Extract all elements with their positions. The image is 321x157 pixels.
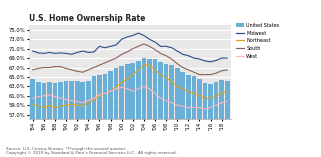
Bar — [53, 83, 57, 157]
Bar — [75, 81, 80, 157]
Bar — [180, 72, 185, 157]
Bar — [214, 82, 219, 157]
Bar — [81, 82, 85, 157]
Bar — [91, 76, 96, 157]
Bar — [86, 81, 91, 157]
Bar — [153, 59, 157, 157]
Bar — [142, 58, 146, 157]
Bar — [136, 61, 141, 157]
Bar — [47, 82, 52, 157]
Bar — [69, 81, 74, 157]
Bar — [158, 62, 163, 157]
Bar — [203, 83, 207, 157]
Bar — [125, 64, 130, 157]
Bar — [36, 82, 41, 157]
Bar — [192, 76, 196, 157]
Bar — [208, 84, 213, 157]
Text: U.S. Home Ownership Rate: U.S. Home Ownership Rate — [29, 14, 145, 23]
Bar — [169, 65, 174, 157]
Bar — [130, 63, 135, 157]
Bar — [114, 68, 118, 157]
Bar — [147, 59, 152, 157]
Bar — [108, 71, 113, 157]
Bar — [186, 75, 191, 157]
Bar — [41, 83, 46, 157]
Bar — [225, 81, 230, 157]
Bar — [103, 74, 107, 157]
Text: Source: U.S. Census Bureau  *Through the second quarter.
Copyright © 2019 by Sta: Source: U.S. Census Bureau *Through the … — [6, 147, 177, 155]
Bar — [58, 82, 63, 157]
Bar — [219, 80, 224, 157]
Bar — [30, 79, 35, 157]
Legend: United States, Midwest, Northeast, South, West: United States, Midwest, Northeast, South… — [236, 23, 280, 59]
Bar — [64, 81, 68, 157]
Bar — [175, 68, 179, 157]
Bar — [197, 79, 202, 157]
Bar — [119, 66, 124, 157]
Bar — [164, 64, 169, 157]
Bar — [97, 75, 102, 157]
